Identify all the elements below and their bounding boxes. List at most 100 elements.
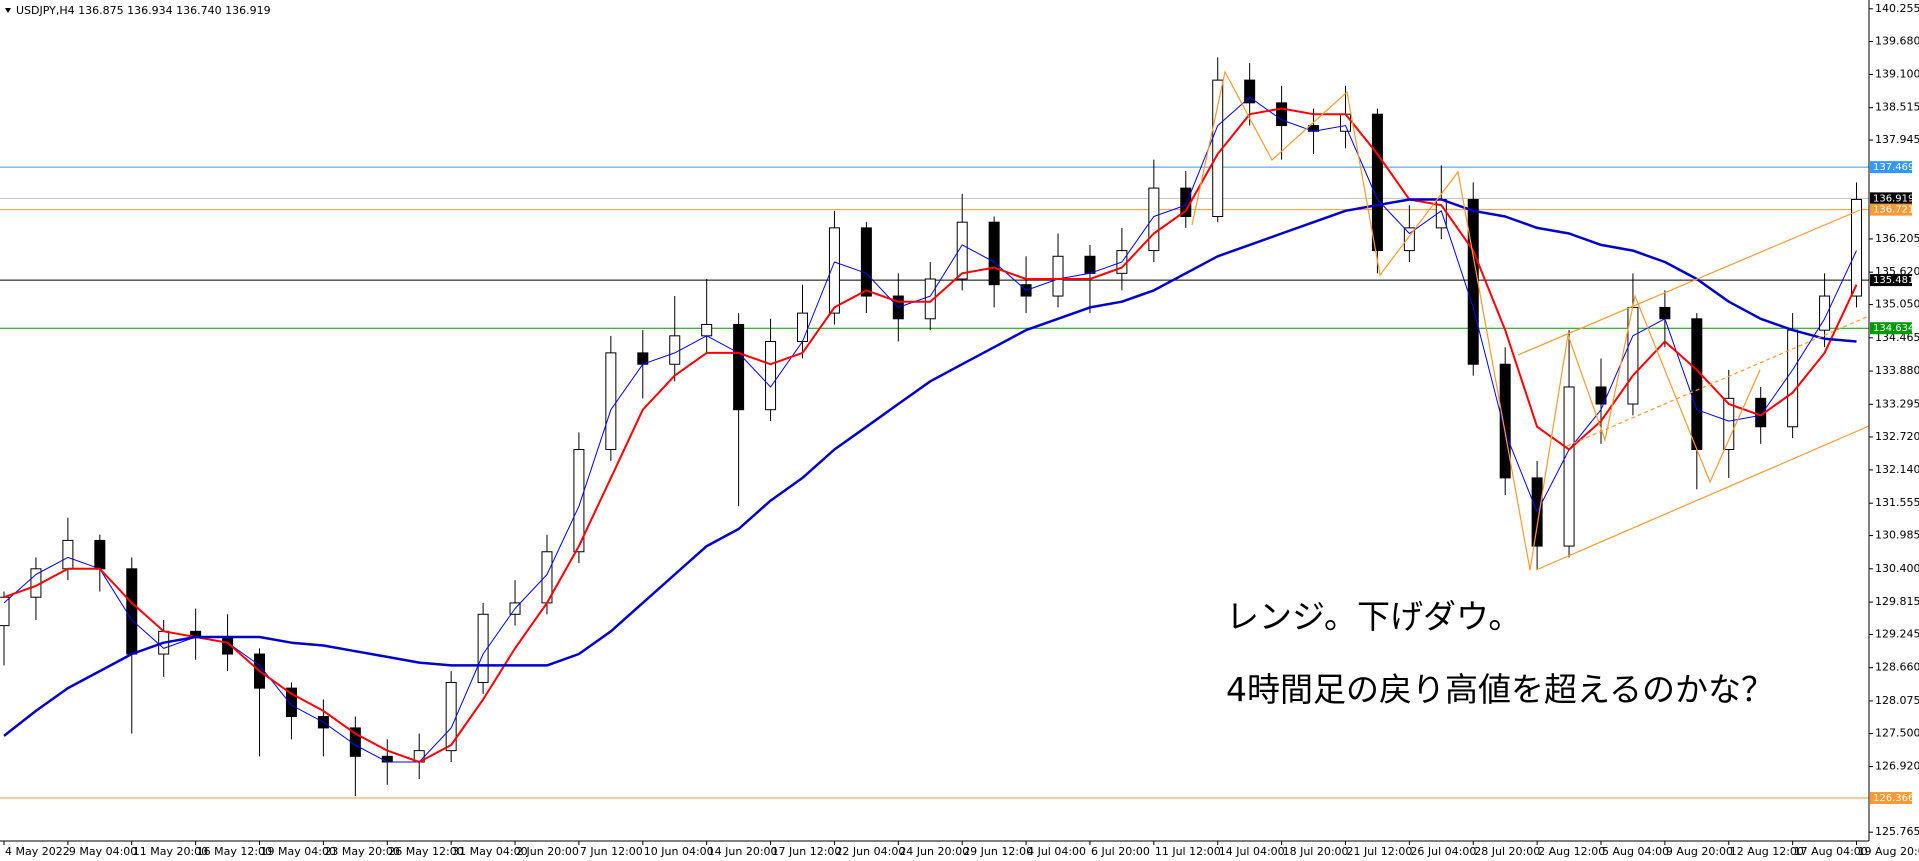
level-label: 136.721 [1873, 205, 1914, 216]
zigzag [1191, 70, 1761, 571]
candle-body [285, 687, 297, 718]
candle-body [988, 221, 1000, 286]
x-tick-label: 2 Jun 20:00 [516, 845, 579, 858]
x-tick-label: 14 Jun 20:00 [708, 845, 778, 858]
x-tick-label: 14 Jul 04:00 [1219, 845, 1285, 858]
x-tick-label: 19 May 04:00 [261, 845, 336, 858]
level-label: 134.634 [1873, 323, 1914, 334]
level-label: 126.366 [1873, 793, 1914, 804]
level-label-box [1870, 322, 1912, 335]
candle-body [62, 539, 74, 570]
candle-body [1467, 198, 1479, 365]
channel-mid [1566, 315, 1870, 447]
annotation: レンジ。下げダウ。 [1226, 597, 1521, 636]
candle-body [1595, 386, 1607, 405]
symbol-header: USDJPY,H4 136.875 136.934 136.740 136.91… [16, 4, 271, 17]
candle-body [1052, 255, 1064, 297]
y-tick-label: 129.245 [1875, 627, 1919, 640]
x-tick-label: 9 May 04:00 [69, 845, 137, 858]
menu-arrow[interactable] [5, 8, 11, 13]
x-tick-label: 31 May 04:00 [452, 845, 527, 858]
x-tick-label: 29 Jun 12:00 [963, 845, 1033, 858]
x-tick-label: 5 Aug 04:00 [1602, 845, 1669, 858]
channel-upper [1517, 209, 1861, 356]
y-tick-label: 125.765 [1875, 825, 1919, 838]
x-tick-label: 4 Jul 04:00 [1027, 845, 1086, 858]
y-tick-label: 132.720 [1875, 430, 1919, 443]
x-tick-label: 26 May 12:00 [388, 845, 463, 858]
y-tick-label: 139.100 [1875, 67, 1919, 80]
x-tick-label: 6 Jul 20:00 [1091, 845, 1150, 858]
candle-body [765, 341, 777, 411]
y-tick-label: 133.295 [1875, 397, 1919, 410]
x-tick-label: 28 Jul 20:00 [1474, 845, 1540, 858]
x-tick-label: 17 Jun 12:00 [772, 845, 842, 858]
level-label-box [1870, 192, 1912, 205]
x-tick-label: 23 May 20:00 [324, 845, 399, 858]
candle-body [1691, 318, 1703, 450]
candle-body [860, 227, 872, 297]
level-label-box [1870, 203, 1912, 216]
x-tick-label: 22 Jun 04:00 [835, 845, 905, 858]
x-tick-label: 4 May 2022 [5, 845, 70, 858]
candle-body [1851, 198, 1863, 297]
candle-body [381, 755, 393, 763]
candle-body [924, 278, 936, 320]
candle-body [349, 727, 361, 757]
candle-body [1148, 187, 1160, 252]
x-tick-label: 9 Aug 20:00 [1666, 845, 1733, 858]
level-label: 136.919 [1873, 193, 1914, 204]
y-tick-label: 129.815 [1875, 595, 1919, 608]
candle-body [956, 221, 968, 280]
x-tick-label: 24 Jun 20:00 [899, 845, 969, 858]
candle-body [1563, 386, 1575, 547]
ma-line [3, 96, 1857, 763]
candle-body [0, 596, 10, 627]
ma-line [3, 107, 1858, 763]
y-tick-label: 131.555 [1875, 496, 1919, 509]
y-tick-label: 127.500 [1875, 727, 1919, 740]
x-tick-label: 16 May 12:00 [197, 845, 272, 858]
y-tick-label: 138.515 [1875, 101, 1919, 114]
candle-body [605, 352, 617, 450]
x-tick-label: 18 Jul 20:00 [1283, 845, 1349, 858]
channel-lower [1535, 425, 1870, 571]
x-tick-label: 12 Aug 12:00 [1730, 845, 1804, 858]
x-tick-label: 26 Jul 04:00 [1410, 845, 1476, 858]
candle-body [1787, 329, 1799, 428]
y-tick-label: 132.140 [1875, 463, 1919, 476]
candle-body [477, 613, 489, 683]
candle-body [573, 448, 585, 553]
y-tick-label: 128.075 [1875, 694, 1919, 707]
candle-body [797, 312, 808, 343]
candle-body [1339, 113, 1351, 132]
candle-body [1084, 255, 1096, 274]
y-tick-label: 130.400 [1875, 562, 1919, 575]
candle-body [669, 335, 681, 365]
candle-body [126, 568, 138, 655]
y-tick-label: 137.945 [1875, 133, 1919, 146]
candle-body [1723, 397, 1735, 450]
candle-body [828, 227, 840, 314]
x-tick-label: 21 Jul 12:00 [1346, 845, 1412, 858]
x-tick-label: 10 Jun 04:00 [644, 845, 714, 858]
x-tick-label: 7 Jun 12:00 [580, 845, 643, 858]
level-label-box [1870, 792, 1912, 805]
y-tick-label: 135.050 [1875, 298, 1919, 311]
candle-body [701, 323, 713, 337]
candle-body [1403, 227, 1415, 252]
candle-body [1244, 79, 1256, 104]
candle-body [1276, 102, 1288, 127]
ma-line [3, 198, 1857, 737]
level-label-box [1870, 274, 1912, 287]
y-tick-label: 126.920 [1875, 760, 1919, 773]
candle-body [1659, 306, 1671, 320]
candle-body [1819, 295, 1831, 331]
level-label: 135.481 [1873, 275, 1914, 286]
level-label-box [1870, 161, 1912, 174]
annotation: 4時間足の戻り高値を超えるのかな？ [1226, 670, 1774, 709]
y-tick-label: 136.205 [1875, 232, 1919, 245]
